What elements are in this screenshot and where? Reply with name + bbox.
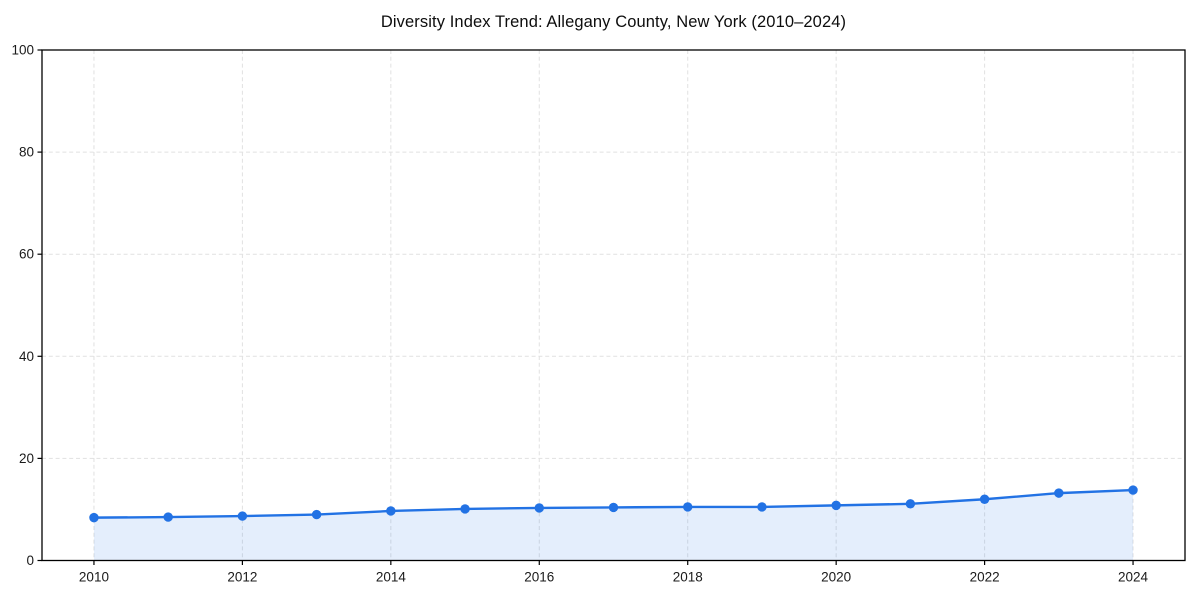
y-tick-label: 60: [19, 247, 34, 262]
plot-border: [41, 49, 1186, 562]
y-tick-label: 100: [11, 43, 34, 58]
axis-ticks: 0 20 40 60 80 100 2010 2012 2014 2016 2018 2020 2022…: [11, 43, 1148, 585]
x-tick-label: 2010: [79, 570, 109, 585]
x-tick-label: 2014: [376, 570, 407, 585]
y-tick-label: 20: [19, 451, 34, 466]
x-tick-label: 2022: [970, 570, 1000, 585]
x-tick-label: 2020: [821, 570, 851, 585]
x-tick-label: 2018: [673, 570, 703, 585]
grid-lines: [42, 50, 1185, 561]
chart-title: Diversity Index Trend: Allegany County, …: [380, 13, 847, 31]
data-point-2010: [89, 512, 99, 523]
data-points: [89, 485, 1138, 523]
data-point-2013: [311, 509, 322, 520]
data-point-2024: [1128, 485, 1138, 495]
data-point-2023: [1054, 488, 1064, 498]
y-tick-label: 40: [19, 349, 34, 364]
data-point-2017: [608, 502, 619, 513]
data-point-2015: [460, 504, 470, 514]
data-point-2014: [386, 506, 396, 516]
data-point-2016: [534, 503, 544, 513]
area-fill: [93, 490, 1134, 561]
data-point-2020: [831, 500, 841, 511]
x-tick-label: 2012: [227, 570, 257, 585]
x-tick-label: 2024: [1118, 570, 1149, 585]
y-tick-label: 80: [19, 145, 34, 160]
data-point-2012: [237, 511, 248, 521]
data-point-2011: [163, 512, 173, 522]
y-tick-label: 0: [26, 553, 34, 568]
x-tick-label: 2016: [524, 570, 554, 585]
data-point-2019: [757, 502, 767, 512]
data-point-2021: [905, 499, 916, 509]
data-point-2018: [683, 502, 693, 512]
data-point-2022: [979, 494, 990, 504]
